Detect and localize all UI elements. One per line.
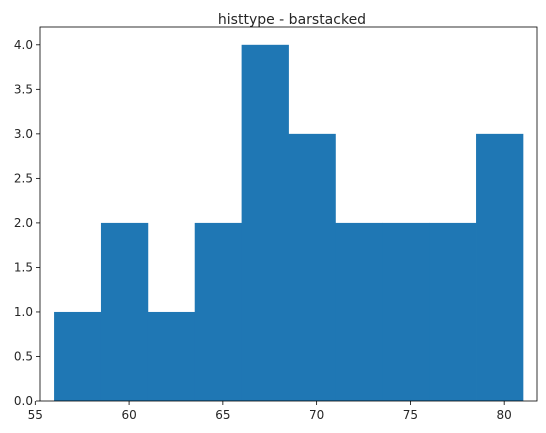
histogram-bar — [194, 222, 243, 401]
y-tick-label: 3.5 — [14, 82, 33, 96]
x-tick-label: 75 — [403, 408, 418, 422]
y-tick-label: 2.0 — [14, 216, 33, 230]
y-tick-label: 0.5 — [14, 349, 33, 363]
y-axis: 0.0 0.5 1.0 1.5 2.0 2.5 3.0 3.5 4.0 — [14, 38, 40, 408]
y-tick-label: 4.0 — [14, 38, 33, 52]
x-tick-label: 60 — [121, 408, 136, 422]
x-tick-label: 55 — [28, 408, 43, 422]
y-tick-label: 3.0 — [14, 127, 33, 141]
histogram-bar — [288, 133, 336, 401]
histogram-bar — [100, 222, 149, 401]
y-tick-label: 1.5 — [14, 260, 33, 274]
histogram-bar — [54, 311, 102, 401]
x-tick-label: 70 — [309, 408, 324, 422]
x-tick-label: 80 — [497, 408, 512, 422]
histogram-bar — [241, 44, 289, 402]
histogram-bar — [476, 133, 524, 401]
y-tick-label: 0.0 — [14, 394, 33, 408]
histogram-bar — [147, 311, 196, 401]
histogram-bar — [429, 222, 477, 401]
x-tick-label: 65 — [215, 408, 230, 422]
histogram-bar — [335, 222, 383, 401]
x-axis: 55 60 65 70 75 80 — [28, 401, 512, 422]
y-tick-label: 2.5 — [14, 171, 33, 185]
histogram-bar — [382, 222, 430, 401]
plot-frame — [39, 26, 538, 402]
chart-title: histtype - barstacked — [218, 12, 366, 28]
y-tick-label: 1.0 — [14, 305, 33, 319]
bars-group — [54, 44, 524, 402]
